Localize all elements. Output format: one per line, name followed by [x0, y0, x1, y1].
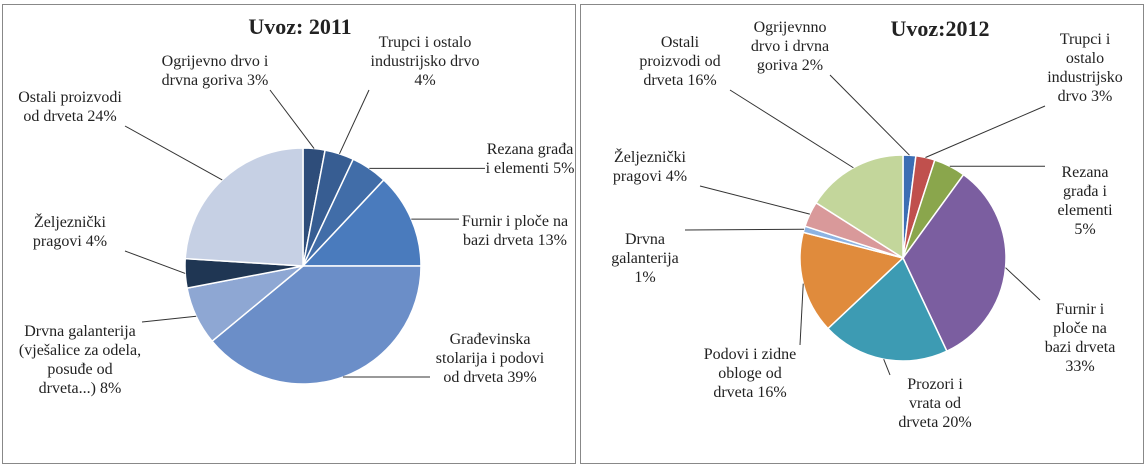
leader-line	[925, 105, 1046, 158]
value-label: 3%	[1091, 88, 1113, 105]
slice-label: Ogrijevno drvo i drvna goriva 3%	[160, 52, 270, 90]
slice-label: Građevinska stolarija i podovi od drveta…	[430, 330, 550, 387]
slice-label: Podovi i zidne obloge od drveta 16%	[700, 345, 800, 402]
category-label: Furnir i ploče na bazi drveta	[1044, 301, 1116, 356]
slice-label: Prozori i vrata od drveta 20%	[890, 375, 980, 432]
category-label: Ogrijevno drvo i drvna goriva	[161, 53, 269, 89]
slice-label: Furnir i ploče na bazi drveta 33%	[1040, 300, 1120, 376]
slice-label: Ostali proizvodi od drveta 16%	[630, 33, 730, 90]
leader-line	[799, 283, 804, 346]
leader-line	[699, 185, 810, 215]
slice-label: Ostali proizvodi od drveta 24%	[15, 88, 125, 126]
category-label: Rezana građa i elementi	[485, 141, 574, 177]
value-label: 33%	[1065, 358, 1095, 375]
chart-title: Uvoz:2012	[890, 16, 990, 41]
category-label: Trupci i ostalo industrijsko drvo	[1047, 31, 1123, 105]
pie-slice	[814, 154, 904, 260]
leader-line	[729, 89, 854, 169]
value-label: 5%	[553, 160, 575, 177]
slice-label: Željeznički pragovi 4%	[600, 148, 700, 186]
value-label: 20%	[942, 414, 972, 431]
category-label: Građevinska stolarija i podovi od drveta	[435, 331, 545, 386]
value-label: 39%	[507, 369, 537, 386]
panel	[580, 4, 1144, 464]
slice-label: Furnir i ploče na bazi drveta 13%	[459, 212, 571, 250]
leader-line	[339, 89, 370, 154]
slice-label: Željeznički pragovi 4%	[15, 213, 125, 251]
slice-label: Rezana građa i elementi 5%	[1045, 163, 1125, 239]
slice-label: Trupci i ostalo industrijsko drvo 4%	[369, 33, 481, 90]
category-label: Podovi i zidne obloge od drveta	[703, 346, 797, 401]
value-label: 4%	[414, 72, 436, 89]
value-label: 4%	[85, 233, 108, 250]
panel	[2, 4, 576, 464]
value-label: 8%	[99, 380, 122, 397]
category-label: Drvna galanterija (vješalice za odela, p…	[18, 323, 142, 397]
pie-slice	[826, 256, 948, 362]
pie-slice	[301, 178, 422, 267]
value-label: 3%	[246, 72, 269, 89]
leader-line	[829, 74, 910, 156]
leader-line	[269, 89, 315, 149]
value-label: 24%	[87, 108, 117, 125]
leader-line	[141, 315, 197, 323]
pie-slice	[211, 265, 422, 385]
pie-slice	[799, 231, 905, 330]
value-label: 16%	[687, 72, 717, 89]
category-label: Ostali proizvodi od drveta	[18, 89, 122, 125]
leader-line	[684, 228, 805, 231]
value-label: 5%	[1074, 221, 1096, 238]
value-label: 1%	[634, 269, 656, 286]
category-label: Željeznički pragovi	[32, 214, 106, 250]
slice-label: Trupci i ostalo industrijsko drvo 3%	[1045, 30, 1125, 106]
leader-line	[124, 125, 223, 181]
category-label: Trupci i ostalo industrijsko drvo	[370, 34, 480, 70]
value-label: 4%	[665, 168, 688, 185]
category-label: Prozori i vrata od drveta	[898, 376, 963, 431]
slice-label: Ogrijevnno drvo i drvna goriva 2%	[750, 18, 830, 75]
leader-line	[883, 358, 891, 376]
category-label: Furnir i ploče na bazi drveta	[461, 213, 569, 249]
category-label: Drvna galanterija	[611, 231, 679, 267]
leader-line	[1005, 267, 1041, 301]
category-label: Rezana građa i elementi	[1057, 164, 1113, 219]
category-label: Ostali proizvodi od drveta	[639, 34, 721, 89]
category-label: Željeznički pragovi	[612, 149, 686, 185]
chart-title: Uvoz: 2011	[248, 14, 352, 39]
pie-slice	[902, 173, 1007, 353]
pie-slice	[184, 147, 304, 267]
value-label: 16%	[757, 384, 787, 401]
slice-label: Drvna galanterija 1%	[605, 230, 685, 287]
category-label: Ogrijevnno drvo i drvna goriva	[750, 19, 830, 74]
value-label: 2%	[801, 57, 824, 74]
value-label: 13%	[537, 232, 567, 249]
slice-label: Drvna galanterija (vješalice za odela, p…	[18, 322, 142, 398]
leader-line	[124, 250, 186, 274]
slice-label: Rezana građa i elementi 5%	[485, 140, 575, 178]
